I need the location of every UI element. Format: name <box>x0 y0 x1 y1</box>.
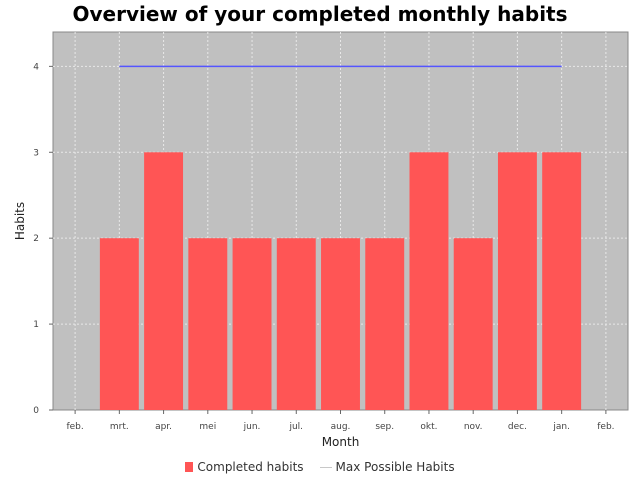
bar[interactable] <box>99 238 139 410</box>
legend-item-completed: Completed habits <box>185 460 304 474</box>
y-tick-label: 2 <box>33 234 39 244</box>
chart-legend: Completed habits Max Possible Habits <box>0 460 640 474</box>
y-tick-label: 4 <box>33 62 39 72</box>
bar[interactable] <box>365 238 405 410</box>
bar[interactable] <box>188 238 228 410</box>
bar[interactable] <box>453 238 493 410</box>
x-tick-label: jul. <box>288 422 303 432</box>
x-tick-label: aug. <box>331 422 351 432</box>
legend-swatch-completed <box>185 462 194 472</box>
x-tick-label: feb. <box>66 422 83 432</box>
legend-item-max: Max Possible Habits <box>319 460 455 474</box>
y-tick-label: 3 <box>33 148 39 158</box>
x-tick-label: sep. <box>375 422 394 432</box>
bar[interactable] <box>542 152 582 411</box>
x-axis-title: Month <box>322 435 360 449</box>
x-tick-label: okt. <box>420 422 437 432</box>
x-tick-label: dec. <box>508 422 527 432</box>
bar[interactable] <box>409 152 449 411</box>
x-tick-label: jan. <box>552 422 570 432</box>
x-tick-label: jun. <box>243 422 261 432</box>
x-tick-label: mrt. <box>110 422 129 432</box>
x-tick-label: feb. <box>597 422 614 432</box>
chart-title: Overview of your completed monthly habit… <box>72 2 568 26</box>
x-tick-label: nov. <box>464 422 483 432</box>
bar[interactable] <box>144 152 184 411</box>
x-tick-label: mei <box>199 422 216 432</box>
bar[interactable] <box>321 238 360 410</box>
y-tick-label: 0 <box>33 406 39 416</box>
bar[interactable] <box>497 152 537 411</box>
y-tick-label: 1 <box>33 320 39 330</box>
legend-label-max: Max Possible Habits <box>335 460 455 474</box>
legend-label-completed: Completed habits <box>197 460 304 474</box>
y-axis-title: Habits <box>13 202 27 240</box>
legend-swatch-max <box>319 466 332 468</box>
bar[interactable] <box>232 238 272 410</box>
bar[interactable] <box>276 238 316 410</box>
chart-canvas: 0 1 2 3 4 feb. mrt. apr. mei jun. jul. aug. sep. okt.… <box>13 31 629 449</box>
x-tick-label: apr. <box>155 422 172 432</box>
